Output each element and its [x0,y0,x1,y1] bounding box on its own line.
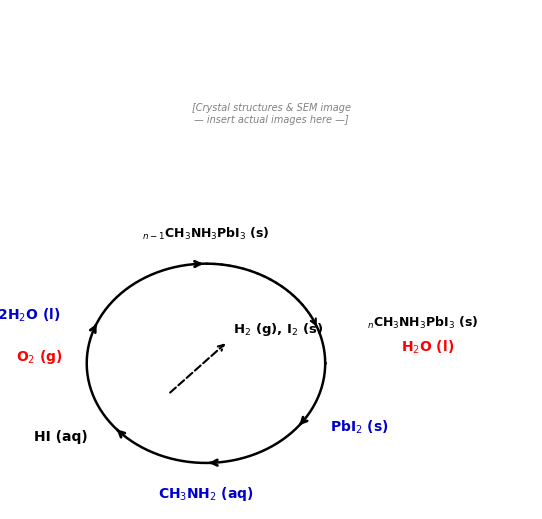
Text: CH$_3$NH$_2$ (aq): CH$_3$NH$_2$ (aq) [158,485,254,503]
Text: 2I$_2$ (s), 2H$_2$O (l): 2I$_2$ (s), 2H$_2$O (l) [0,306,60,324]
Text: [Crystal structures & SEM image
— insert actual images here —]: [Crystal structures & SEM image — insert… [191,103,351,125]
Text: $_n$CH$_3$NH$_3$PbI$_3$ (s): $_n$CH$_3$NH$_3$PbI$_3$ (s) [367,315,478,331]
Text: H$_2$O (l): H$_2$O (l) [401,339,454,357]
Text: H$_2$ (g), I$_2$ (s): H$_2$ (g), I$_2$ (s) [233,321,323,338]
Text: $_{n-1}$CH$_3$NH$_3$PbI$_3$ (s): $_{n-1}$CH$_3$NH$_3$PbI$_3$ (s) [142,226,270,242]
Text: HI (aq): HI (aq) [34,430,87,444]
Text: O$_2$ (g): O$_2$ (g) [16,348,63,366]
Text: PbI$_2$ (s): PbI$_2$ (s) [330,419,389,436]
